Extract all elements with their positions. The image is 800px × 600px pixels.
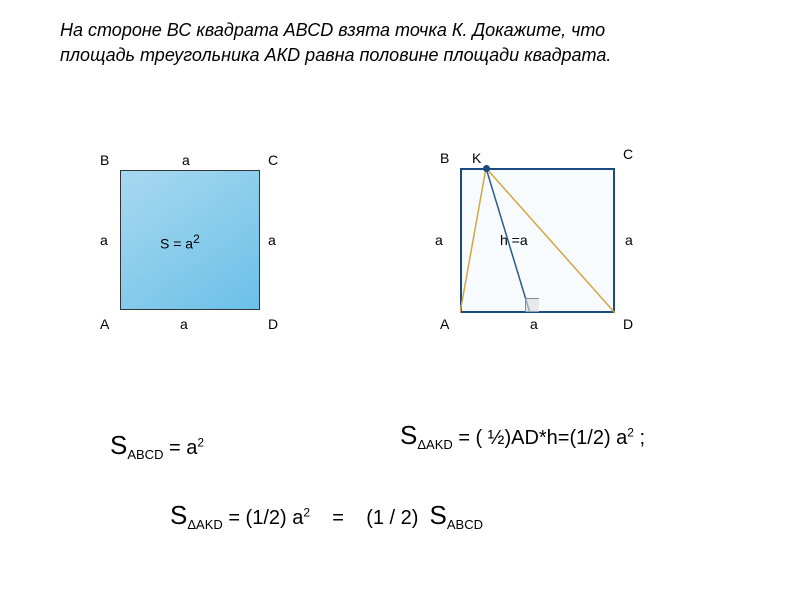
vertex-C-right: C xyxy=(623,146,633,162)
formula-sabcd: SABCD = a2 xyxy=(110,430,204,462)
problem-line1: На стороне ВС квадрата АВСD взята точка … xyxy=(60,20,605,40)
formula-sakd1-sub: AKD xyxy=(426,437,453,452)
formula-sakd1-S: S xyxy=(400,420,417,450)
vertex-K-right: K xyxy=(472,150,481,166)
area-formula-text: S = a xyxy=(160,236,193,252)
vertex-B-right: B xyxy=(440,150,449,166)
right-angle-mark xyxy=(525,298,539,312)
point-K xyxy=(483,165,490,172)
height-formula: h =a xyxy=(500,232,528,248)
area-formula-exp: 2 xyxy=(193,232,200,246)
formula-sakd2-S2: S xyxy=(430,500,447,530)
formula-sakd-1: SΔAKD = ( ½)AD*h=(1/2) a2 ; xyxy=(400,420,645,452)
formula-sakd2-mid: = (1 / 2) xyxy=(310,507,429,529)
formula-sakd2-sub2: ABCD xyxy=(447,517,483,532)
vertex-C-left: C xyxy=(268,152,278,168)
side-a-bottom-right: a xyxy=(530,316,538,332)
formula-sabcd-S: S xyxy=(110,430,127,460)
formula-sakd1-tail: ; xyxy=(634,427,645,449)
vertex-D-right: D xyxy=(623,316,633,332)
problem-statement: На стороне ВС квадрата АВСD взята точка … xyxy=(60,18,740,68)
vertex-B-left: B xyxy=(100,152,109,168)
diagrams: B C A D a a a a S = a2 B K C A D a a a h… xyxy=(0,140,800,380)
formula-sakd2-eq: = (1/2) a xyxy=(223,507,304,529)
formula-sakd2-delta: Δ xyxy=(187,517,196,532)
side-a-bottom-left: a xyxy=(180,316,188,332)
side-a-left-left: a xyxy=(100,232,108,248)
side-a-right-right: a xyxy=(625,232,633,248)
side-a-top-left: a xyxy=(182,152,190,168)
square-abcd-right xyxy=(460,168,615,313)
side-a-left-right: a xyxy=(435,232,443,248)
vertex-A-left: A xyxy=(100,316,109,332)
area-formula-left: S = a2 xyxy=(160,232,200,252)
formula-sabcd-exp: 2 xyxy=(197,435,204,449)
formula-sakd2-S: S xyxy=(170,500,187,530)
formula-sakd1-eq: = ( ½)AD*h=(1/2) a xyxy=(453,427,628,449)
formula-sakd1-delta: Δ xyxy=(417,437,426,452)
formula-sakd2-sub: AKD xyxy=(196,517,223,532)
formula-sakd1-exp: 2 xyxy=(627,425,634,439)
formula-sabcd-sub: ABCD xyxy=(127,447,163,462)
formula-sakd-2: SΔAKD = (1/2) a2 = (1 / 2) SABCD xyxy=(170,500,483,532)
vertex-A-right: A xyxy=(440,316,449,332)
problem-line2: площадь треугольника АКD равна половине … xyxy=(60,45,611,65)
vertex-D-left: D xyxy=(268,316,278,332)
formula-sabcd-eq: = a xyxy=(163,437,197,459)
side-a-right-left: a xyxy=(268,232,276,248)
